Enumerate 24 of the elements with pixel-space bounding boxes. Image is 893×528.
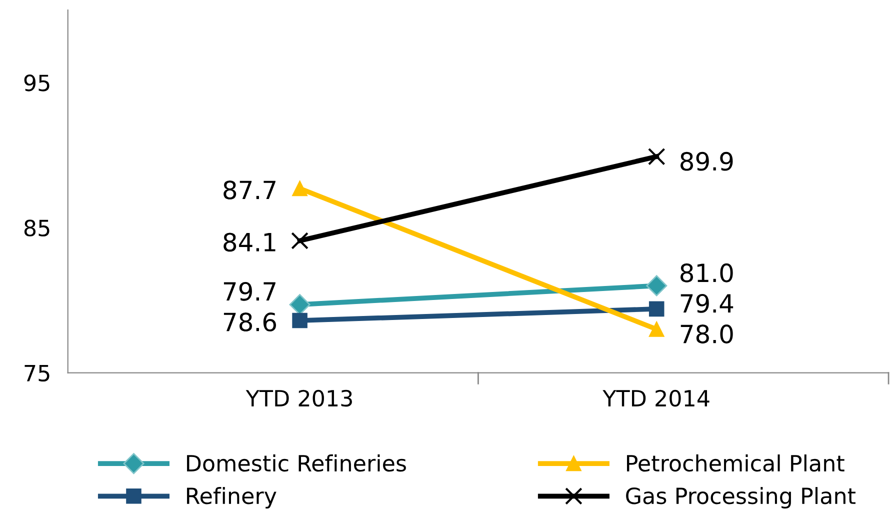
point xyxy=(292,312,308,328)
data-label: 87.7 xyxy=(224,180,276,200)
point xyxy=(648,301,664,317)
data-label: 79.7 xyxy=(224,282,276,301)
point xyxy=(648,322,664,337)
y-tick-label: 75 xyxy=(24,365,50,382)
data-label: 81.0 xyxy=(680,263,733,282)
data-label: 79.4 xyxy=(680,294,734,313)
y-tick-label: 95 xyxy=(24,74,50,92)
point xyxy=(292,180,308,196)
legend-label: Petrochemical Plant xyxy=(627,454,844,472)
data-label: 89.9 xyxy=(680,152,733,171)
data-label: 84.1 xyxy=(224,232,276,252)
x-tick-label: YTD 2013 xyxy=(246,390,352,407)
x-tick-label: YTD 2014 xyxy=(602,390,710,407)
point xyxy=(648,148,666,166)
legend-label: Domestic Refineries xyxy=(187,454,406,472)
point xyxy=(646,275,668,296)
legend-label: Refinery xyxy=(187,487,276,509)
data-label: 78.0 xyxy=(680,324,733,344)
point xyxy=(291,232,308,250)
y-tick-label: 85 xyxy=(24,220,50,236)
data-label: 78.6 xyxy=(224,312,276,332)
legend-label: Gas Processing Plant xyxy=(626,487,856,509)
